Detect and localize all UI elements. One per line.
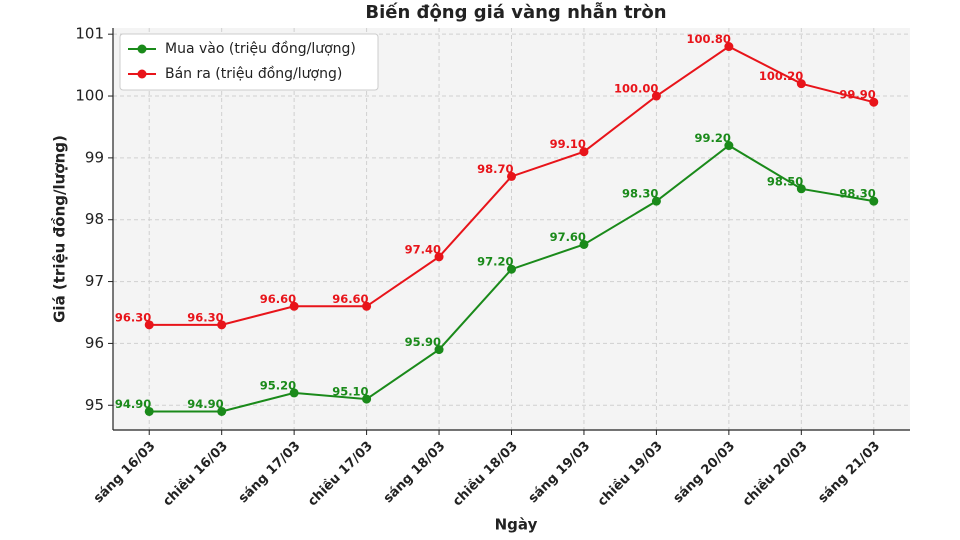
- point: [724, 42, 734, 52]
- data-label: 98.50: [767, 174, 803, 188]
- x-tick-label: sáng 18/03: [381, 439, 449, 507]
- point: [724, 141, 734, 151]
- data-label: 98.70: [477, 162, 513, 176]
- y-tick-label: 100: [75, 87, 104, 105]
- data-label: 100.00: [614, 82, 658, 96]
- legend-label: Bán ra (triệu đồng/lượng): [165, 65, 342, 82]
- data-label: 98.30: [622, 187, 658, 201]
- x-tick-label: sáng 17/03: [236, 439, 304, 507]
- point: [217, 406, 227, 416]
- y-axis-label: Giá (triệu đồng/lượng): [50, 135, 69, 323]
- x-tick-label: sáng 20/03: [671, 439, 739, 507]
- legend-marker: [137, 69, 147, 79]
- point: [289, 388, 299, 398]
- data-label: 100.20: [759, 69, 803, 83]
- data-label: 96.60: [332, 292, 368, 306]
- point: [869, 196, 879, 206]
- data-label: 95.20: [260, 378, 296, 392]
- point: [507, 171, 516, 181]
- point: [507, 264, 516, 274]
- point: [579, 239, 589, 249]
- x-axis-label: Ngày: [495, 516, 538, 534]
- point: [434, 345, 444, 355]
- legend-label: Mua vào (triệu đồng/lượng): [165, 40, 356, 57]
- point: [289, 301, 299, 311]
- data-label: 94.90: [187, 397, 223, 411]
- point: [869, 97, 879, 107]
- data-label: 97.60: [550, 230, 586, 244]
- data-label: 96.60: [260, 292, 296, 306]
- x-tick-label: chiều 20/03: [740, 439, 811, 510]
- x-tick-label: sáng 21/03: [816, 439, 884, 507]
- y-tick-label: 98: [85, 210, 104, 228]
- legend-marker: [137, 44, 147, 54]
- point: [362, 301, 372, 311]
- data-label: 99.90: [839, 88, 875, 102]
- data-label: 95.10: [332, 385, 368, 399]
- chart-title: Biến động giá vàng nhẫn tròn: [365, 1, 666, 23]
- data-label: 99.10: [550, 137, 586, 151]
- point: [579, 147, 589, 157]
- x-tick-label: sáng 16/03: [91, 439, 159, 507]
- point: [651, 91, 661, 101]
- point: [796, 184, 806, 194]
- legend-box: [119, 33, 379, 91]
- y-tick-label: 99: [85, 148, 104, 166]
- data-label: 96.30: [187, 310, 223, 324]
- data-label: 99.20: [694, 131, 730, 145]
- point: [217, 320, 227, 330]
- y-tick-label: 96: [85, 334, 104, 352]
- point: [434, 252, 444, 262]
- point: [362, 394, 372, 404]
- data-label: 94.90: [115, 397, 151, 411]
- y-tick-label: 101: [75, 25, 104, 43]
- point: [651, 196, 661, 206]
- x-tick-label: chiều 19/03: [595, 439, 666, 510]
- point: [796, 79, 806, 89]
- data-label: 100.80: [686, 32, 730, 46]
- point: [144, 320, 154, 330]
- data-label: 97.40: [405, 242, 441, 256]
- y-tick-label: 97: [85, 272, 104, 290]
- data-label: 96.30: [115, 310, 151, 324]
- data-label: 95.90: [405, 335, 441, 349]
- data-label: 98.30: [839, 187, 875, 201]
- x-tick-label: chiều 17/03: [305, 439, 376, 510]
- x-tick-label: sáng 19/03: [526, 439, 594, 507]
- x-tick-label: chiều 16/03: [160, 439, 231, 510]
- point: [144, 406, 154, 416]
- x-tick-label: chiều 18/03: [450, 439, 521, 510]
- y-tick-label: 95: [85, 396, 104, 414]
- data-label: 97.20: [477, 255, 513, 269]
